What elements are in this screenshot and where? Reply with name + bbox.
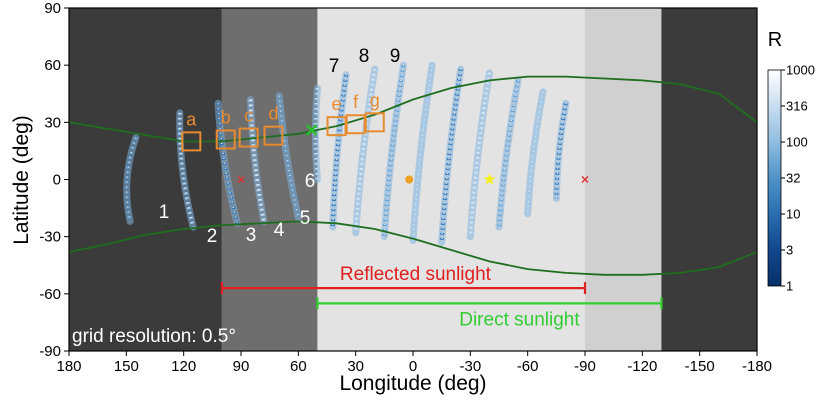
background-region-1 — [221, 8, 318, 351]
track-3 — [214, 99, 241, 227]
range-label-1: Direct sunlight — [459, 309, 580, 330]
red-x-right-marker — [581, 176, 589, 183]
track-label-9: 9 — [390, 46, 401, 67]
y-tick-label--60: -60 — [39, 286, 61, 303]
track-9 — [380, 61, 407, 241]
terminator-lines — [69, 75, 757, 276]
box-e — [326, 116, 347, 137]
x-tick-label--150: -150 — [685, 358, 715, 375]
x-tick-label--120: -120 — [627, 358, 657, 375]
track-label-1: 1 — [159, 202, 170, 223]
x-tick-label-90: 90 — [233, 358, 250, 375]
colorbar-tick-label-10: 10 — [786, 207, 800, 222]
x-axis-ticks: 180 150 120 90 60 30 0 -30 -60 -90 -120 -150 -180 — [56, 351, 772, 375]
x-tick-label--30: -30 — [459, 358, 481, 375]
orange-dot-marker — [405, 175, 414, 184]
markers — [237, 124, 589, 185]
y-tick-label--30: -30 — [39, 229, 61, 246]
terminator-north-line — [69, 75, 757, 143]
y-axis-label: Latitude (deg) — [10, 115, 33, 245]
box-label-a: a — [186, 109, 197, 129]
box-f — [345, 114, 366, 135]
yellow-star-marker — [483, 173, 496, 185]
range-label-0: Reflected sunlight — [340, 264, 492, 285]
track-2 — [176, 109, 197, 231]
colorbar-tick-label-32: 32 — [786, 171, 800, 186]
box-label-b: b — [221, 107, 231, 127]
box-label-c: c — [244, 106, 253, 126]
track-unlabeled-13 — [524, 88, 547, 218]
x-tick-label-30: 30 — [347, 358, 364, 375]
background-region-0 — [69, 8, 222, 351]
x-tick-label-180: 180 — [56, 358, 81, 375]
colorbar: R 1000 316 100 32 10 3 1 — [767, 29, 815, 294]
track-unlabeled-10 — [438, 65, 465, 246]
box-b — [215, 129, 236, 150]
track-unlabeled-9 — [409, 61, 436, 244]
track-label-3: 3 — [246, 225, 257, 246]
sunlight-ranges: Reflected sunlight Direct sunlight — [220, 264, 663, 330]
y-tick-label-60: 60 — [44, 57, 61, 74]
box-c — [238, 127, 259, 148]
y-tick-label-90: 90 — [44, 0, 61, 17]
background-regions — [69, 8, 757, 351]
colorbar-title: R — [768, 29, 782, 51]
track-label-5: 5 — [300, 208, 311, 229]
track-label-6: 6 — [305, 171, 316, 192]
box-label-e: e — [332, 94, 342, 114]
range-0: Reflected sunlight — [220, 264, 587, 295]
track-7 — [329, 71, 350, 231]
box-g — [364, 112, 385, 133]
x-tick-label-0: 0 — [409, 358, 417, 375]
box-label-g: g — [370, 90, 380, 110]
y-tick-label-0: 0 — [53, 172, 61, 189]
box-d — [263, 125, 284, 146]
box-label-f: f — [353, 92, 359, 112]
box-a — [181, 131, 202, 152]
range-1: Direct sunlight — [316, 297, 663, 330]
track-unlabeled-14 — [552, 99, 570, 203]
track-unlabeled-11 — [466, 69, 493, 241]
x-tick-label--90: -90 — [574, 358, 596, 375]
colorbar-tick-label-3: 3 — [786, 243, 793, 258]
y-tick-label--90: -90 — [39, 343, 61, 360]
colorbar-tick-label-100: 100 — [786, 135, 808, 150]
background-region-4 — [661, 8, 757, 351]
track-unlabeled-12 — [495, 76, 522, 231]
background-region-3 — [585, 8, 662, 351]
colorbar-scale — [767, 69, 782, 287]
track-label-8: 8 — [359, 46, 370, 67]
box-label-d: d — [268, 104, 278, 124]
track-labels: 1 2 3 45 6 7 8 9 — [159, 46, 401, 247]
x-tick-label-120: 120 — [171, 358, 196, 375]
colorbar-ticks: 1000 316 100 32 10 3 1 — [781, 63, 815, 294]
track-8 — [352, 65, 379, 237]
track-1 — [123, 134, 140, 225]
x-axis-label: Longitude (deg) — [339, 372, 486, 395]
track-5 — [275, 92, 302, 222]
x-tick-label-60: 60 — [290, 358, 307, 375]
track-label-7: 7 — [329, 56, 340, 77]
x-tick-label--60: -60 — [517, 358, 539, 375]
track-label-4: 4 — [274, 220, 285, 241]
x-tick-label--180: -180 — [742, 358, 772, 375]
green-x-marker — [305, 124, 318, 136]
colorbar-tick-label-1: 1 — [786, 279, 793, 294]
y-tick-label-30: 30 — [44, 114, 61, 131]
red-x-left-marker — [237, 176, 245, 183]
grid-resolution-note: grid resolution: 0.5° — [72, 326, 236, 347]
colorbar-tick-label-1000: 1000 — [786, 63, 815, 78]
track-label-2: 2 — [207, 226, 218, 247]
y-axis-ticks: 90 60 30 0 -30 -60 -90 — [39, 0, 69, 360]
terminator-south-line — [69, 220, 757, 276]
track-4 — [247, 95, 268, 225]
x-tick-label-150: 150 — [114, 358, 139, 375]
colorbar-tick-label-316: 316 — [786, 99, 808, 114]
